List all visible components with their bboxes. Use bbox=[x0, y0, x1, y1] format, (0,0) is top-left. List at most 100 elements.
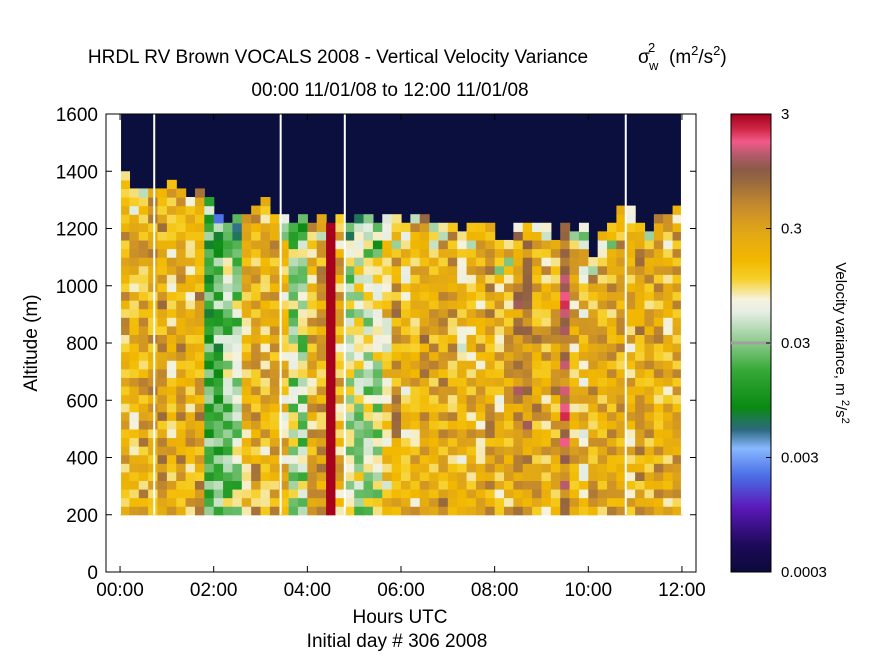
heatmap-cell bbox=[438, 274, 449, 284]
heatmap-cell bbox=[401, 325, 411, 336]
heatmap-cell bbox=[344, 325, 355, 336]
heatmap-cell bbox=[335, 437, 346, 447]
heatmap-cell bbox=[269, 437, 280, 447]
heatmap-cell bbox=[429, 360, 440, 370]
heatmap-cell bbox=[522, 265, 533, 275]
heatmap-cell bbox=[391, 368, 402, 378]
heatmap-cell bbox=[532, 325, 543, 336]
heatmap-cell bbox=[401, 480, 411, 490]
heatmap-cell bbox=[597, 497, 608, 507]
heatmap-cell bbox=[185, 488, 196, 499]
heatmap-cell bbox=[401, 420, 411, 430]
heatmap-cell bbox=[635, 248, 646, 258]
heatmap-cell bbox=[288, 480, 299, 490]
heatmap-cell bbox=[129, 274, 140, 284]
heatmap-cell bbox=[401, 257, 411, 267]
heatmap-cell bbox=[429, 343, 440, 353]
heatmap-cell bbox=[251, 420, 262, 430]
heatmap-cell bbox=[541, 497, 552, 507]
heatmap-cell bbox=[382, 239, 393, 250]
heatmap-cell bbox=[541, 480, 552, 490]
heatmap-cell bbox=[204, 394, 215, 404]
heatmap-cell bbox=[560, 480, 571, 490]
heatmap-cell bbox=[438, 488, 449, 499]
heatmap-cell bbox=[578, 471, 589, 481]
heatmap-cell bbox=[241, 231, 252, 241]
heatmap-cell bbox=[363, 411, 374, 421]
heatmap-cell bbox=[569, 265, 580, 275]
heatmap-cell bbox=[625, 403, 636, 413]
heatmap-cell bbox=[326, 360, 337, 370]
heatmap-cell bbox=[148, 446, 159, 456]
heatmap-cell bbox=[429, 480, 440, 490]
y-tick-label: 1600 bbox=[56, 105, 98, 126]
heatmap-cell bbox=[176, 197, 187, 207]
heatmap-cell bbox=[354, 308, 365, 318]
heatmap-cell bbox=[363, 377, 374, 387]
heatmap-cell bbox=[560, 506, 571, 516]
heatmap-cell bbox=[447, 317, 458, 327]
heatmap-cell bbox=[653, 394, 664, 404]
heatmap-cell bbox=[316, 334, 327, 344]
heatmap-cell bbox=[138, 291, 149, 301]
heatmap-cell bbox=[288, 377, 299, 387]
heatmap-cell bbox=[466, 351, 477, 361]
heatmap-cell bbox=[279, 360, 290, 370]
heatmap-cell bbox=[672, 214, 683, 224]
heatmap-cell bbox=[550, 248, 561, 258]
heatmap-cell bbox=[166, 274, 177, 284]
heatmap-cell bbox=[457, 377, 468, 387]
heatmap-cell bbox=[616, 385, 627, 396]
heatmap-cell bbox=[176, 334, 187, 344]
heatmap-cell bbox=[297, 325, 308, 336]
heatmap-cell bbox=[653, 257, 664, 267]
heatmap-cell bbox=[138, 428, 149, 439]
heatmap-cell bbox=[475, 394, 486, 404]
heatmap-cell bbox=[410, 300, 421, 310]
heatmap-cell bbox=[522, 222, 533, 232]
heatmap-cell bbox=[307, 420, 318, 430]
heatmap-cell bbox=[588, 257, 599, 267]
heatmap-cell bbox=[363, 274, 374, 284]
heatmap-cell bbox=[513, 291, 524, 301]
heatmap-cell bbox=[607, 497, 617, 507]
heatmap-cell bbox=[578, 257, 589, 267]
heatmap-cell bbox=[513, 454, 524, 464]
heatmap-cell bbox=[260, 368, 271, 378]
heatmap-cell bbox=[429, 317, 440, 327]
heatmap-cell bbox=[382, 480, 393, 490]
heatmap-cell bbox=[672, 385, 683, 396]
heatmap-cell bbox=[166, 334, 177, 344]
heatmap-cell bbox=[494, 282, 505, 293]
heatmap-cell bbox=[185, 385, 196, 396]
heatmap-cell bbox=[504, 428, 514, 439]
heatmap-cell bbox=[176, 351, 187, 361]
heatmap-cell bbox=[372, 394, 383, 404]
heatmap-cell bbox=[447, 300, 458, 310]
heatmap-cell bbox=[625, 480, 636, 490]
heatmap-cell bbox=[185, 343, 196, 353]
heatmap-cell bbox=[635, 480, 646, 490]
heatmap-cell bbox=[138, 463, 149, 473]
heatmap-cell bbox=[269, 274, 280, 284]
heatmap-cell bbox=[382, 428, 393, 439]
heatmap-cell bbox=[401, 317, 411, 327]
heatmap-cell bbox=[120, 360, 131, 370]
data-gap-lines bbox=[119, 114, 683, 515]
heatmap-cell bbox=[616, 300, 627, 310]
x-axis-ticks: 00:00 02:00 04:00 06:00 08:00 10:00 12:00 bbox=[96, 114, 706, 601]
heatmap-cell bbox=[653, 403, 664, 413]
heatmap-cell bbox=[382, 446, 393, 456]
heatmap-cell bbox=[129, 265, 140, 275]
heatmap-cell bbox=[129, 471, 140, 481]
heatmap-cell bbox=[578, 437, 589, 447]
heatmap-cell bbox=[241, 360, 252, 370]
heatmap-cell bbox=[223, 394, 234, 404]
heatmap-cell bbox=[569, 403, 580, 413]
heatmap-cell bbox=[532, 446, 543, 456]
heatmap-cell bbox=[578, 428, 589, 439]
heatmap-cell bbox=[269, 428, 280, 439]
heatmap-cell bbox=[166, 411, 177, 421]
heatmap-cell bbox=[522, 334, 533, 344]
